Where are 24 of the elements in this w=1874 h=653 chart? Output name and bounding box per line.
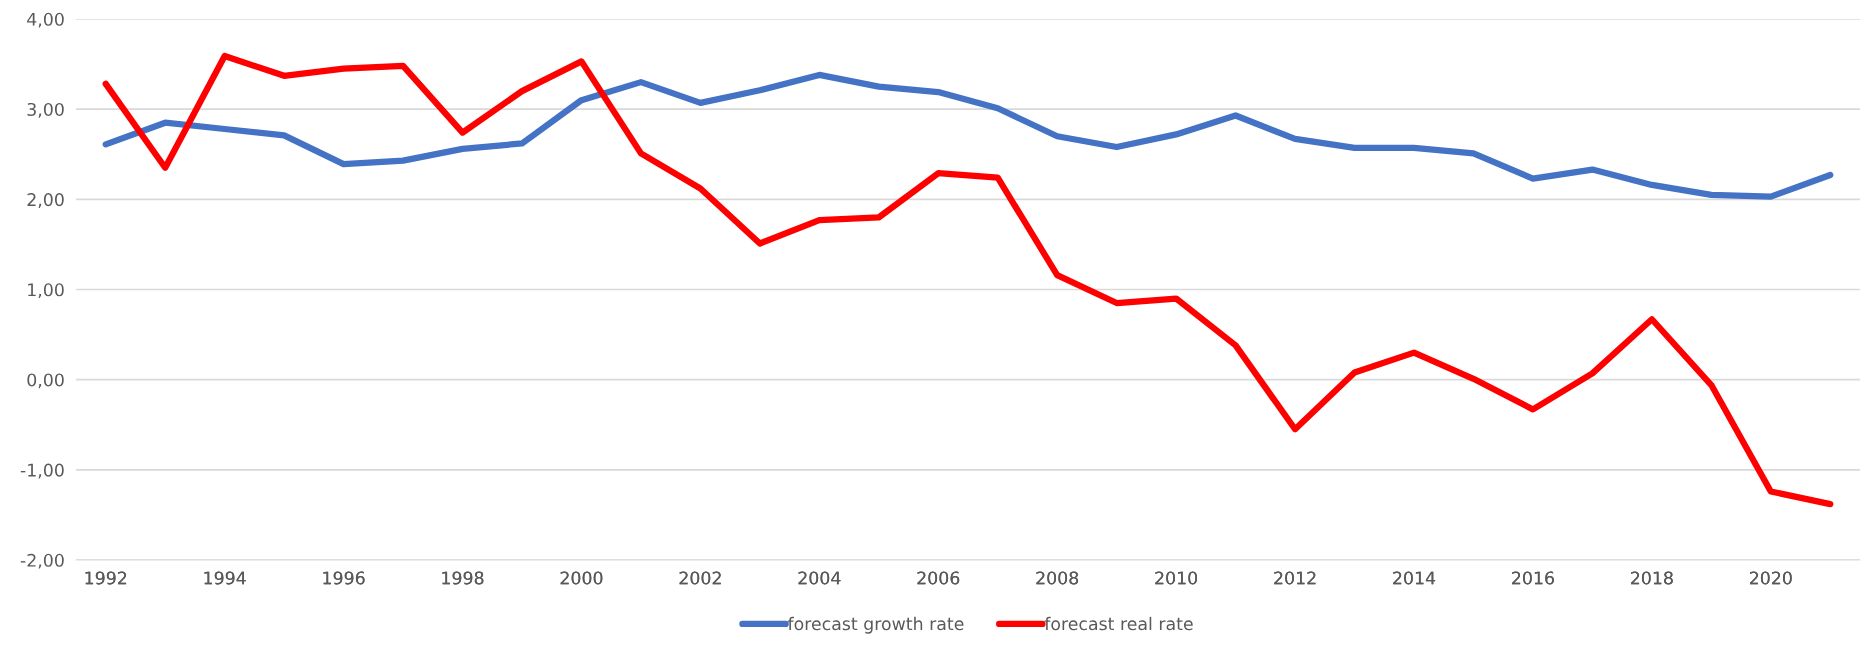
x-tick-label: 2004 bbox=[798, 571, 841, 585]
legend-label: forecast real rate bbox=[1044, 616, 1193, 631]
y-tick-label: 0,00 bbox=[27, 373, 64, 389]
y-tick-label: 1,00 bbox=[28, 283, 64, 299]
y-tick-label: -2,00 bbox=[20, 553, 64, 569]
x-tick-label: 1998 bbox=[442, 571, 484, 585]
y-tick-label: -1,00 bbox=[20, 463, 64, 479]
x-tick-label: 2008 bbox=[1036, 571, 1079, 585]
y-tick-label: 3,00 bbox=[27, 102, 64, 118]
x-tick-label: 2014 bbox=[1393, 571, 1436, 585]
x-tick-label: 2000 bbox=[560, 571, 603, 585]
y-tick-label: 4,00 bbox=[27, 12, 64, 28]
x-tick-label: 2010 bbox=[1155, 571, 1198, 585]
x-tick-label: 1996 bbox=[323, 571, 365, 585]
x-tick-label: 2018 bbox=[1631, 571, 1673, 585]
x-tick-label: 2016 bbox=[1512, 571, 1554, 585]
x-tick-label: 2012 bbox=[1274, 571, 1316, 585]
x-tick-label: 2002 bbox=[679, 571, 721, 585]
y-tick-label: 2,00 bbox=[27, 193, 64, 208]
x-tick-label: 1992 bbox=[85, 571, 127, 585]
x-tick-label: 2020 bbox=[1749, 571, 1792, 585]
x-tick-label: 1994 bbox=[204, 571, 246, 585]
legend-label: forecast growth rate bbox=[787, 616, 964, 634]
x-tick-label: 2006 bbox=[917, 571, 960, 585]
